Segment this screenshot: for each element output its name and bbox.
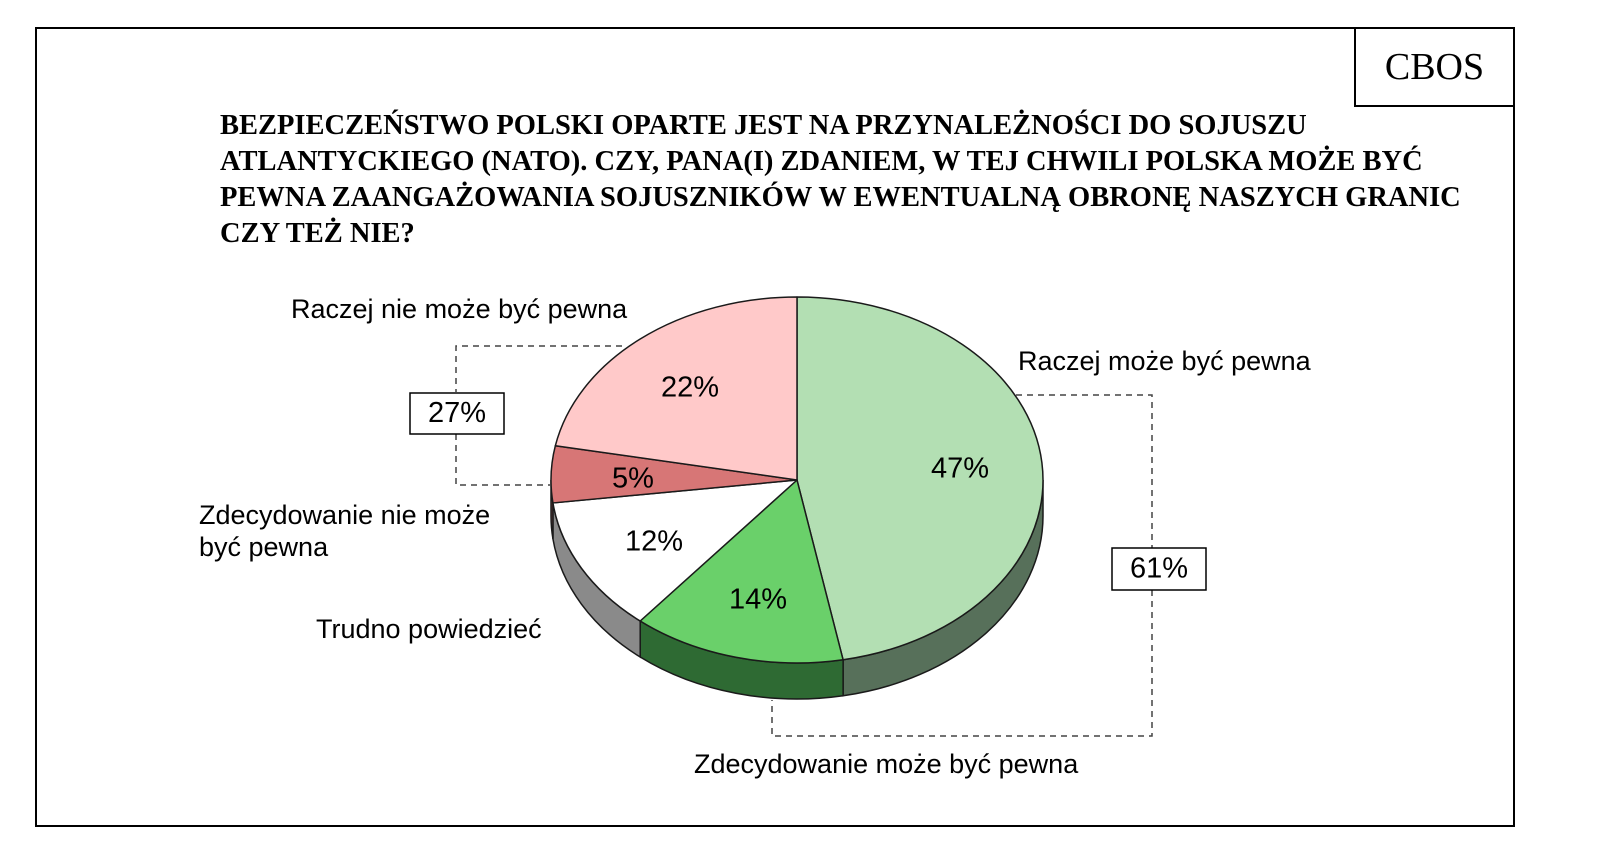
group-brackets — [409, 345, 1207, 737]
group-total-61: 61% — [1130, 553, 1188, 585]
category-label-zdecydowanie-moze-byc-pewna: Zdecydowanie może być pewna — [694, 749, 1079, 779]
category-label-raczej-nie-moze-byc-pewna: Raczej nie może być pewna — [291, 294, 628, 324]
slice-value-raczej-moze-byc-pewna: 47% — [931, 453, 989, 485]
group-total-27: 27% — [428, 397, 486, 429]
bracket-negative-top — [455, 345, 622, 392]
pie-slice-raczej-moze-byc-pewna — [796, 296, 1044, 661]
chart-labels: 47% 14% 12% 5% 22% Raczej może być pewna Zdecy… — [199, 294, 1312, 779]
pie-slices — [550, 296, 1044, 664]
group-total-box-1 — [1111, 547, 1207, 591]
category-label-zdecydowanie-nie-moze-byc-pewna: Zdecydowanie nie może być pewna — [199, 500, 490, 562]
slice-value-zdecydowanie-moze-byc-pewna: 14% — [729, 584, 787, 616]
slice-value-raczej-nie-moze-byc-pewna: 22% — [661, 372, 719, 404]
category-label-raczej-moze-byc-pewna: Raczej może być pewna — [1018, 346, 1312, 376]
pie-slice-trudno-powiedziec — [552, 479, 798, 622]
brand-logo: CBOS — [1354, 27, 1515, 107]
group-total-box-2 — [409, 392, 505, 435]
bracket-positive-bottom — [771, 590, 1153, 737]
bracket-positive-top — [1016, 394, 1153, 548]
slice-value-trudno-powiedziec: 12% — [625, 526, 683, 558]
pie-slice-raczej-nie-moze-byc-pewna — [554, 296, 798, 481]
category-label-trudno-powiedziec: Trudno powiedzieć — [316, 614, 542, 644]
slice-value-zdecydowanie-nie-moze-byc-pewna: 5% — [612, 463, 654, 495]
chart-title: Bezpieczeństwo Polski oparte jest na prz… — [220, 110, 1461, 249]
bracket-negative-bottom — [455, 434, 550, 486]
pie-slice-zdecydowanie-moze-byc-pewna — [639, 479, 844, 664]
